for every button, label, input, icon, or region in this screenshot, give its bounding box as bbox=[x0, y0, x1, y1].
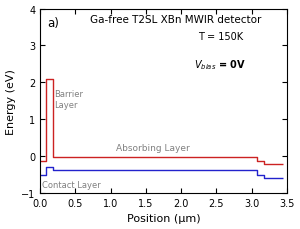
X-axis label: Position (μm): Position (μm) bbox=[127, 213, 200, 224]
Text: Ga-free T2SL XBn MWIR detector: Ga-free T2SL XBn MWIR detector bbox=[90, 15, 262, 25]
Text: Contact Layer: Contact Layer bbox=[42, 180, 100, 190]
Text: T = 150K: T = 150K bbox=[198, 32, 243, 42]
Text: $V_{bias}$ = 0V: $V_{bias}$ = 0V bbox=[194, 58, 246, 71]
Text: Absorbing Layer: Absorbing Layer bbox=[116, 144, 190, 153]
Text: Barrier
Layer: Barrier Layer bbox=[54, 90, 83, 109]
Y-axis label: Energy (eV): Energy (eV) bbox=[6, 68, 16, 134]
Text: a): a) bbox=[48, 17, 59, 30]
